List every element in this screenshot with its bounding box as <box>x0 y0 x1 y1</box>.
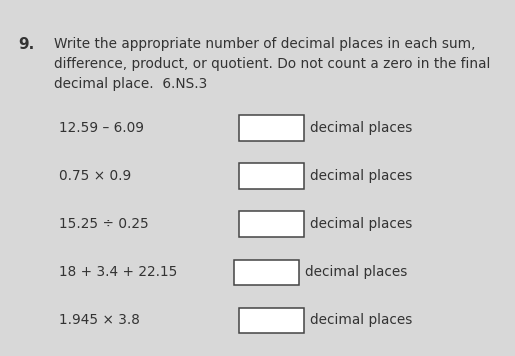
Text: decimal places: decimal places <box>310 313 413 328</box>
Text: decimal places: decimal places <box>310 121 413 135</box>
Text: difference, product, or quotient. Do not count a zero in the final: difference, product, or quotient. Do not… <box>54 57 490 71</box>
Text: 9.: 9. <box>18 37 35 52</box>
Text: decimal place.  6.NS.3: decimal place. 6.NS.3 <box>54 77 208 90</box>
FancyBboxPatch shape <box>239 115 304 141</box>
Text: decimal places: decimal places <box>310 217 413 231</box>
FancyBboxPatch shape <box>239 163 304 189</box>
Text: decimal places: decimal places <box>310 169 413 183</box>
Text: 0.75 × 0.9: 0.75 × 0.9 <box>59 169 131 183</box>
Text: decimal places: decimal places <box>305 265 407 279</box>
FancyBboxPatch shape <box>239 308 304 333</box>
Text: Write the appropriate number of decimal places in each sum,: Write the appropriate number of decimal … <box>54 37 475 51</box>
FancyBboxPatch shape <box>234 260 299 285</box>
Text: 15.25 ÷ 0.25: 15.25 ÷ 0.25 <box>59 217 149 231</box>
Text: 18 + 3.4 + 22.15: 18 + 3.4 + 22.15 <box>59 265 178 279</box>
Text: 1.945 × 3.8: 1.945 × 3.8 <box>59 313 140 328</box>
Text: 12.59 – 6.09: 12.59 – 6.09 <box>59 121 144 135</box>
FancyBboxPatch shape <box>239 211 304 237</box>
